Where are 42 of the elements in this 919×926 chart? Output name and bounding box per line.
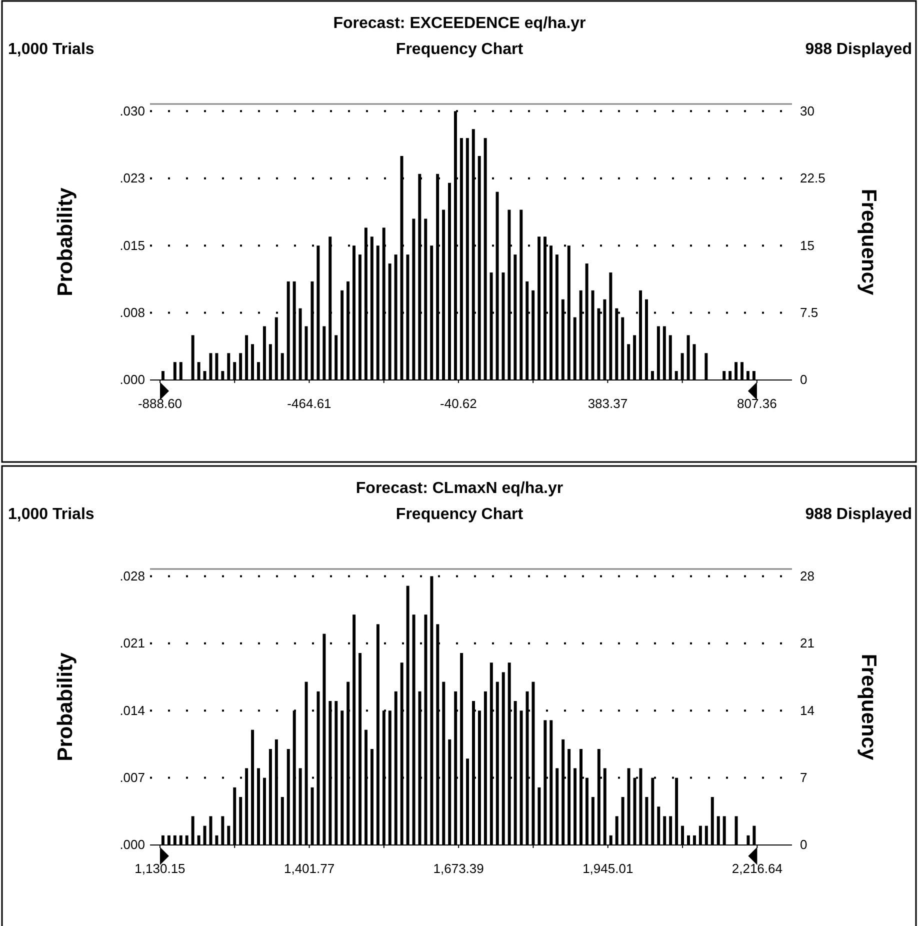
y-tick-label: .000 [120, 372, 145, 388]
x-tick-label: 1,673.39 [433, 861, 484, 876]
y-tick-label: .028 [120, 568, 145, 584]
text: 988 Displayed [805, 41, 912, 58]
y-tick-label: .007 [120, 770, 145, 785]
x-tick-label: -464.61 [287, 396, 332, 412]
x-tick-label: 1,945.01 [582, 861, 634, 876]
y-axis-title: Probability [54, 187, 77, 296]
y-tick-label: .008 [120, 304, 145, 320]
y2-tick-label: 0 [800, 372, 808, 388]
y2-tick-label: 21 [800, 636, 814, 651]
y-axis-title: Probability [54, 652, 77, 762]
x-tick-label: 1,401.77 [284, 861, 335, 876]
text: 988 Displayed [805, 506, 912, 523]
chart-subtitle: Frequency Chart [396, 41, 524, 58]
y-tick-label: .015 [120, 238, 145, 253]
x-tick-label: -888.60 [138, 396, 182, 412]
y-tick-label: .014 [120, 702, 145, 718]
y2-tick-label: 30 [800, 103, 814, 118]
y2-tick-label: 7 [800, 770, 808, 785]
x-tick-label: 2,216.64 [732, 861, 782, 876]
y-tick-label: .023 [120, 170, 145, 186]
text: 1,000 Trials [8, 506, 94, 523]
chart-title: Forecast: EXCEEDENCE eq/ha.yr [333, 15, 586, 32]
text: 1,000 Trials [8, 41, 94, 58]
y2-axis-title: Frequency [857, 654, 880, 760]
y2-tick-label: 0 [800, 837, 808, 852]
y-tick-label: .030 [120, 103, 145, 118]
x-tick-label: 1,130.15 [134, 861, 186, 876]
y2-tick-label: 14 [800, 702, 814, 718]
y2-axis-title: Frequency [857, 188, 880, 296]
y2-tick-label: 22.5 [800, 170, 826, 186]
y2-tick-label: 28 [800, 568, 814, 584]
y-tick-label: .000 [120, 837, 145, 852]
x-tick-label: 807.36 [737, 396, 777, 412]
chart-subtitle: Frequency Chart [396, 506, 524, 523]
y-tick-label: .021 [120, 636, 145, 651]
x-tick-label: -40.62 [440, 396, 477, 412]
y2-tick-label: 15 [800, 238, 814, 253]
x-tick-label: 383.37 [588, 396, 628, 412]
chart-title: Forecast: CLmaxN eq/ha.yr [356, 480, 564, 497]
y2-tick-label: 7.5 [800, 304, 818, 320]
